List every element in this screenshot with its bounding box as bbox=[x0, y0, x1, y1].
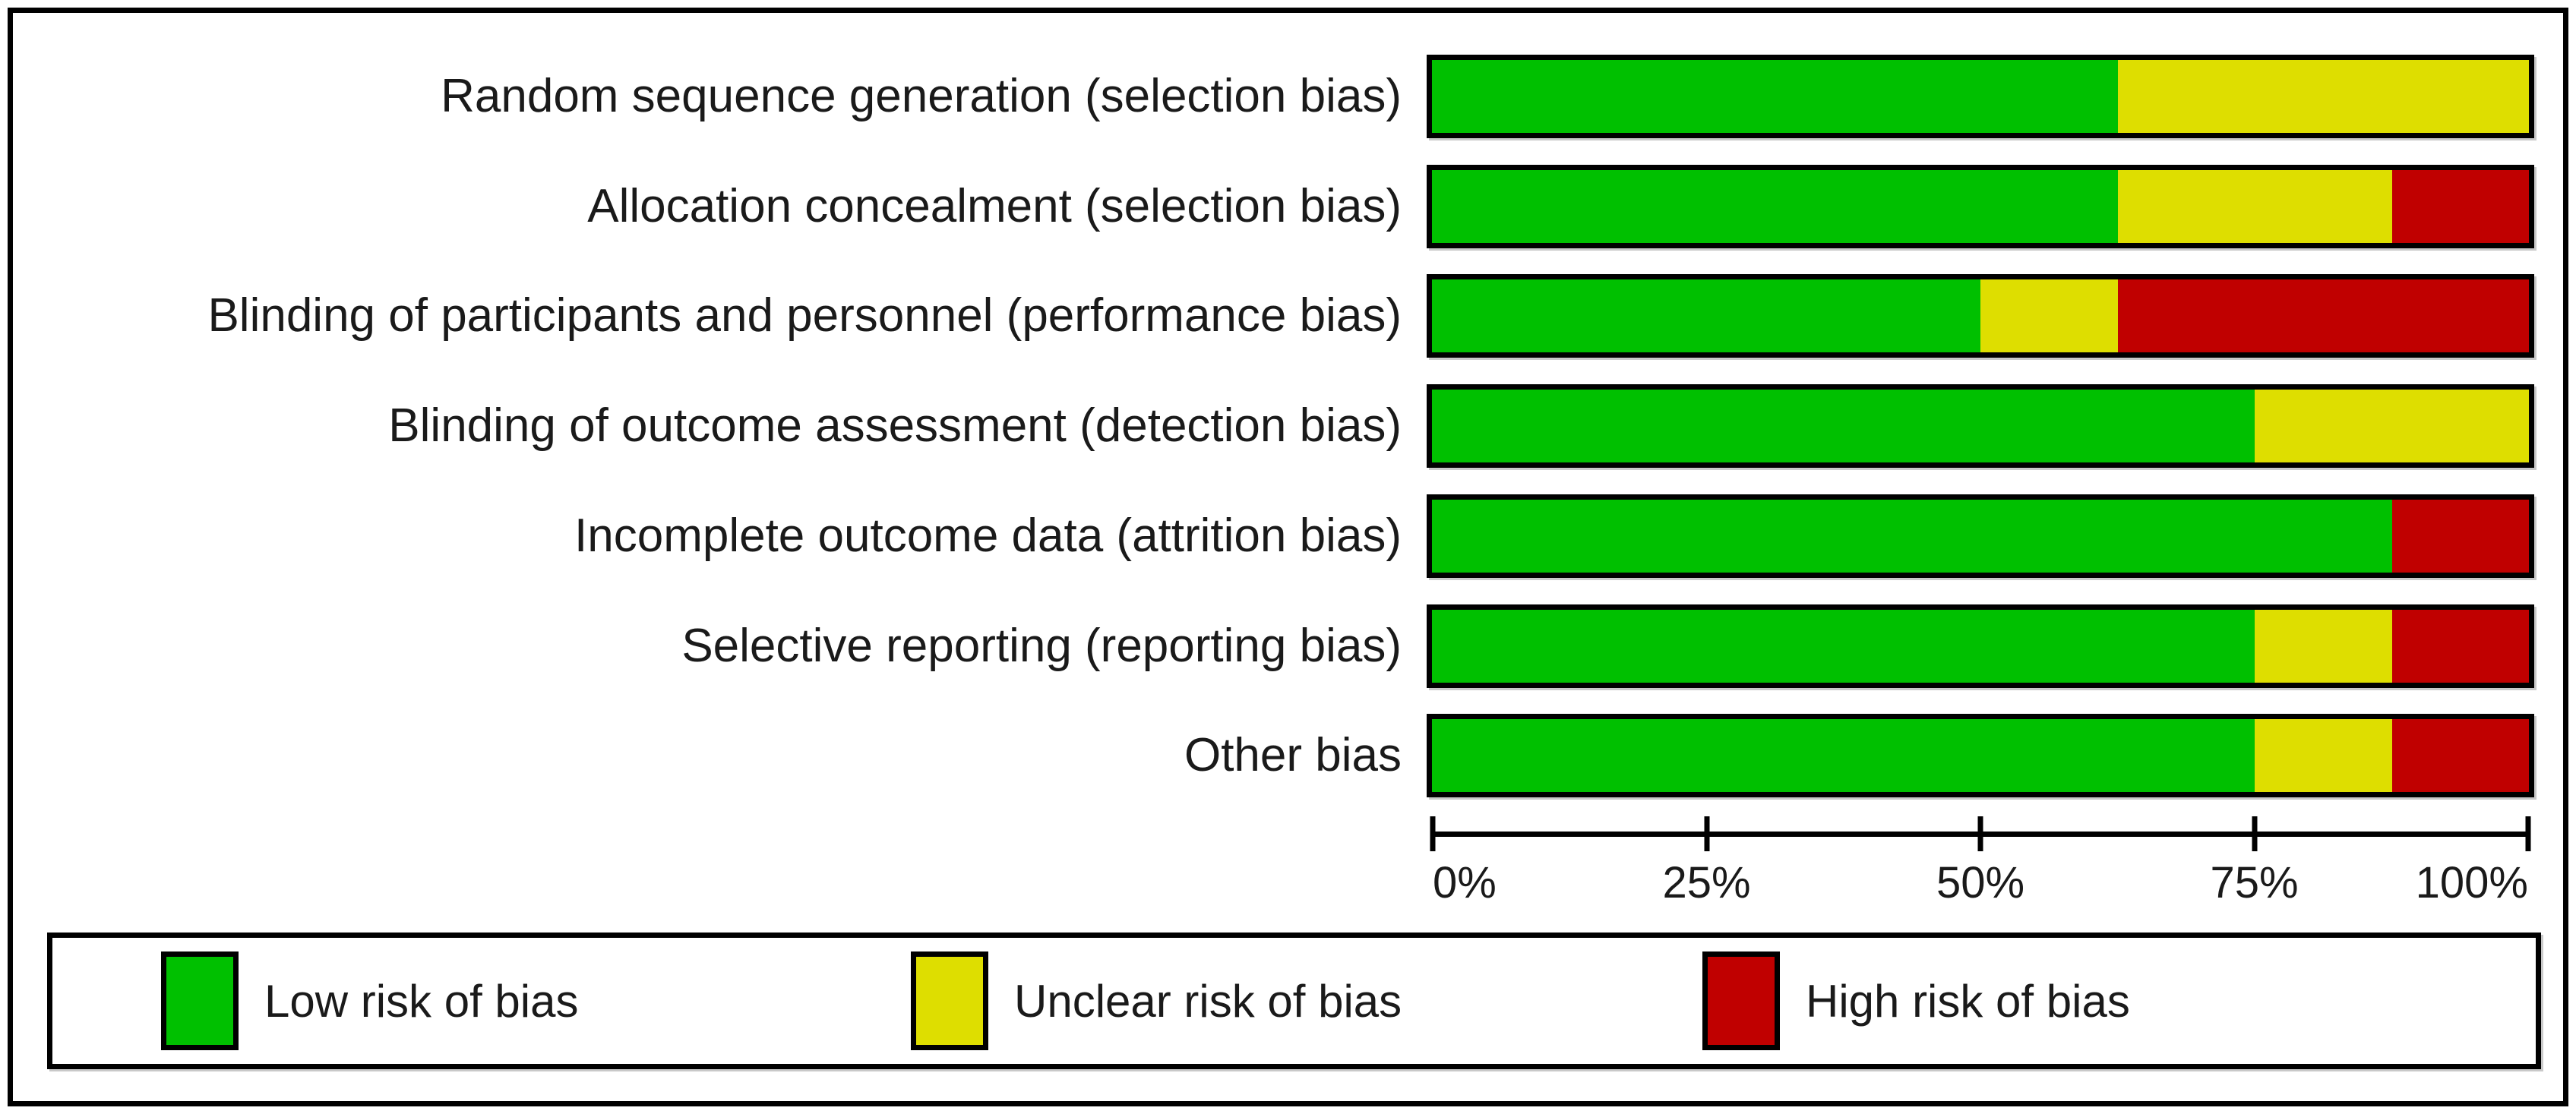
stacked-bar bbox=[1427, 165, 2534, 248]
axis-tick-label: 0% bbox=[1433, 858, 1497, 907]
segment-high-risk bbox=[2117, 279, 2529, 352]
legend: Low risk of bias Unclear risk of bias High… bbox=[47, 933, 2541, 1069]
segment-low-risk bbox=[1432, 500, 2392, 573]
segment-low-risk bbox=[1432, 279, 1980, 352]
segment-high-risk bbox=[2391, 170, 2529, 243]
axis-tick-label: 25% bbox=[1662, 858, 1751, 907]
category-label: Blinding of participants and personnel (… bbox=[207, 289, 1402, 342]
legend-entry-high-risk: High risk of bias bbox=[1702, 938, 2130, 1064]
category-label: Other bias bbox=[1184, 729, 1402, 781]
segment-unclear-risk bbox=[2117, 60, 2529, 133]
stacked-bar bbox=[1427, 714, 2534, 797]
category-label: Blinding of outcome assessment (detectio… bbox=[388, 399, 1402, 452]
axis-tick bbox=[1977, 816, 1983, 851]
stacked-bar bbox=[1427, 55, 2534, 138]
segment-low-risk bbox=[1432, 719, 2255, 792]
legend-entry-unclear-risk: Unclear risk of bias bbox=[911, 938, 1402, 1064]
axis-tick bbox=[1430, 816, 1436, 851]
axis-tick bbox=[1704, 816, 1709, 851]
axis-tick-label: 75% bbox=[2210, 858, 2299, 907]
category-label: Allocation concealment (selection bias) bbox=[587, 180, 1402, 232]
segment-unclear-risk bbox=[2255, 719, 2392, 792]
axis-tick bbox=[2252, 816, 2257, 851]
legend-label: Low risk of bias bbox=[264, 975, 579, 1027]
axis-tick-label: 50% bbox=[1936, 858, 2025, 907]
segment-unclear-risk bbox=[2117, 170, 2392, 243]
legend-swatch-unclear-risk bbox=[911, 951, 988, 1050]
stacked-bar bbox=[1427, 384, 2534, 468]
legend-label: Unclear risk of bias bbox=[1014, 975, 1402, 1027]
segment-high-risk bbox=[2391, 610, 2529, 683]
stacked-bar bbox=[1427, 274, 2534, 358]
segment-unclear-risk bbox=[1980, 279, 2118, 352]
segment-low-risk bbox=[1432, 170, 2118, 243]
legend-entry-low-risk: Low risk of bias bbox=[161, 938, 579, 1064]
legend-swatch-low-risk bbox=[161, 951, 239, 1050]
category-label: Incomplete outcome data (attrition bias) bbox=[574, 510, 1402, 562]
segment-low-risk bbox=[1432, 60, 2118, 133]
category-label: Selective reporting (reporting bias) bbox=[681, 620, 1402, 672]
segment-high-risk bbox=[2391, 500, 2529, 573]
segment-low-risk bbox=[1432, 390, 2255, 462]
x-axis: 0% 25% 50% 75% 100% bbox=[1430, 816, 2531, 915]
axis-tick bbox=[2525, 816, 2531, 851]
segment-unclear-risk bbox=[2255, 610, 2392, 683]
stacked-bar bbox=[1427, 604, 2534, 688]
legend-swatch-high-risk bbox=[1702, 951, 1780, 1050]
segment-unclear-risk bbox=[2255, 390, 2529, 462]
category-label: Random sequence generation (selection bi… bbox=[441, 70, 1402, 122]
legend-label: High risk of bias bbox=[1806, 975, 2130, 1027]
segment-high-risk bbox=[2391, 719, 2529, 792]
stacked-bar bbox=[1427, 494, 2534, 578]
axis-tick-label: 100% bbox=[2415, 858, 2528, 907]
segment-low-risk bbox=[1432, 610, 2255, 683]
